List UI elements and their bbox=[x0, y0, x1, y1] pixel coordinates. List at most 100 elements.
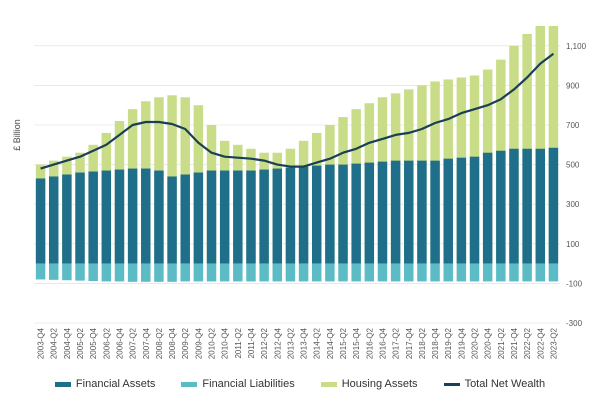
x-tick-label: 2012-Q4 bbox=[273, 327, 282, 359]
x-tick-label: 2004-Q2 bbox=[50, 327, 59, 359]
bar-financial-assets bbox=[338, 164, 348, 264]
legend-item-financial-assets: Financial Assets bbox=[54, 378, 156, 390]
bar-financial-assets bbox=[114, 169, 125, 264]
legend-item-financial-liabilities: Financial Liabilities bbox=[181, 378, 295, 390]
y-axis-label: £ Billion bbox=[12, 119, 22, 151]
x-tick-label: 2010-Q2 bbox=[208, 327, 217, 359]
bar-financial-assets bbox=[75, 172, 85, 264]
x-tick-label: 2005-Q2 bbox=[76, 327, 85, 359]
x-tick-label: 2008-Q2 bbox=[155, 327, 164, 359]
x-tick-label: 2020-Q4 bbox=[484, 327, 493, 359]
bar-financial-assets bbox=[88, 171, 98, 264]
x-tick-label: 2023-Q2 bbox=[549, 327, 558, 359]
bar-financial-liabilities bbox=[62, 263, 72, 281]
bar-financial-liabilities bbox=[390, 263, 401, 282]
bar-financial-assets bbox=[206, 170, 217, 264]
bar-financial-assets bbox=[325, 164, 335, 264]
y-tick-label: 700 bbox=[566, 121, 580, 130]
bar-financial-assets bbox=[311, 165, 322, 264]
bar-financial-liabilities bbox=[456, 263, 467, 282]
bar-financial-liabilities bbox=[404, 263, 414, 282]
bar-financial-liabilities bbox=[338, 263, 348, 282]
legend-label: Financial Assets bbox=[75, 378, 156, 390]
bar-financial-liabilities bbox=[35, 263, 46, 280]
x-tick-label: 2004-Q4 bbox=[63, 327, 72, 359]
bar-financial-liabilities bbox=[285, 263, 296, 282]
bar-financial-liabilities bbox=[351, 263, 361, 282]
bar-financial-assets bbox=[246, 170, 256, 264]
x-tick-label: 2011-Q4 bbox=[247, 327, 256, 358]
bar-financial-liabilities bbox=[443, 263, 453, 282]
bars bbox=[35, 26, 559, 282]
bar-financial-assets bbox=[456, 157, 467, 264]
legend-swatch bbox=[54, 381, 71, 387]
legend-item-total-net-wealth: Total Net Wealth bbox=[443, 378, 546, 390]
bar-financial-assets bbox=[482, 152, 493, 264]
gridlines bbox=[34, 45, 560, 324]
bar-financial-assets bbox=[48, 176, 59, 264]
bar-financial-assets bbox=[180, 174, 190, 264]
bar-financial-assets bbox=[443, 158, 453, 264]
x-tick-label: 2017-Q4 bbox=[405, 327, 414, 359]
x-tick-label: 2012-Q2 bbox=[260, 327, 269, 359]
bar-financial-liabilities bbox=[154, 263, 164, 282]
legend-label: Total Net Wealth bbox=[464, 378, 546, 390]
x-tick-label: 2019-Q4 bbox=[457, 327, 466, 359]
x-tick-label: 2021-Q4 bbox=[510, 327, 519, 359]
x-tick-label: 2022-Q4 bbox=[536, 327, 545, 359]
bar-financial-assets bbox=[509, 148, 519, 264]
legend-label: Housing Assets bbox=[341, 378, 418, 390]
bar-financial-liabilities bbox=[377, 263, 388, 282]
bar-financial-assets bbox=[127, 168, 138, 264]
x-tick-label: 2006-Q2 bbox=[102, 327, 111, 359]
bar-financial-liabilities bbox=[193, 263, 204, 282]
bar-financial-liabilities bbox=[482, 263, 493, 282]
bar-financial-assets bbox=[259, 169, 269, 264]
x-tick-label: 2009-Q2 bbox=[181, 327, 190, 359]
bar-financial-liabilities bbox=[180, 263, 190, 282]
bar-financial-assets bbox=[522, 148, 532, 264]
x-tick-label: 2009-Q4 bbox=[194, 327, 203, 359]
legend-swatch bbox=[443, 382, 460, 386]
bar-financial-liabilities bbox=[364, 263, 375, 282]
bar-financial-liabilities bbox=[114, 263, 125, 282]
bar-financial-liabilities bbox=[246, 263, 256, 282]
bar-financial-liabilities bbox=[469, 263, 480, 282]
x-tick-label: 2015-Q2 bbox=[339, 327, 348, 359]
bar-financial-liabilities bbox=[496, 263, 506, 282]
bar-housing-assets bbox=[548, 26, 559, 264]
bar-financial-assets bbox=[377, 161, 388, 264]
bar-financial-liabilities bbox=[311, 263, 322, 282]
bar-financial-assets bbox=[390, 160, 401, 264]
x-tick-label: 2007-Q2 bbox=[129, 327, 138, 359]
x-tick-label: 2015-Q4 bbox=[352, 327, 361, 359]
x-tick-label: 2017-Q2 bbox=[392, 327, 401, 359]
bar-financial-liabilities bbox=[548, 263, 559, 282]
x-tick-label: 2018-Q4 bbox=[431, 327, 440, 359]
x-tick-label: 2007-Q4 bbox=[142, 327, 151, 359]
bar-financial-liabilities bbox=[75, 263, 85, 281]
bar-financial-assets bbox=[417, 160, 427, 264]
x-tick-label: 2011-Q2 bbox=[234, 327, 243, 358]
y-tick-label: 500 bbox=[566, 161, 580, 170]
legend-item-housing-assets: Housing Assets bbox=[320, 378, 418, 390]
x-tick-label: 2016-Q4 bbox=[379, 327, 388, 359]
legend-swatch bbox=[320, 381, 337, 387]
bar-financial-assets bbox=[193, 172, 204, 264]
bar-financial-liabilities bbox=[127, 263, 138, 282]
bar-financial-assets bbox=[167, 176, 177, 264]
bar-financial-assets bbox=[535, 148, 546, 264]
x-tick-labels: 2003-Q4 2004-Q2 2004-Q4 2005-Q2 2005-Q4 2006-… bbox=[37, 327, 559, 359]
bar-financial-liabilities bbox=[272, 263, 283, 282]
x-tick-label: 2003-Q4 bbox=[37, 327, 46, 359]
bar-financial-liabilities bbox=[219, 263, 230, 282]
bar-financial-liabilities bbox=[535, 263, 546, 282]
bar-financial-assets bbox=[233, 170, 243, 264]
x-tick-label: 2005-Q4 bbox=[89, 327, 98, 359]
bar-financial-liabilities bbox=[206, 263, 217, 282]
x-tick-label: 2022-Q2 bbox=[523, 327, 532, 359]
bar-financial-liabilities bbox=[430, 263, 440, 282]
bar-financial-liabilities bbox=[522, 263, 532, 282]
y-tick-label: 100 bbox=[566, 240, 580, 249]
